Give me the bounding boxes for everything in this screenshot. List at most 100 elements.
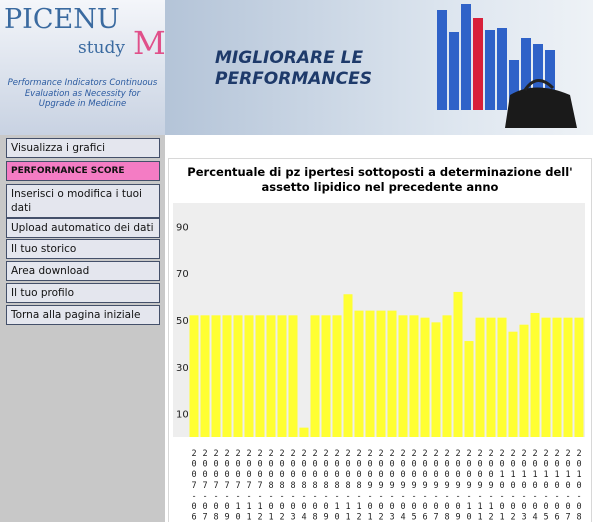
tagline-line: Evaluation as Necessity for: [24, 88, 141, 99]
x-tick-label: 2007-10: [233, 449, 243, 522]
x-tick-label: 2007-12: [255, 449, 265, 522]
bar: [530, 312, 540, 437]
y-tick-label: 90: [176, 222, 189, 233]
x-tick-label: 2009-12: [486, 449, 496, 522]
bar: [211, 315, 221, 437]
menu-item[interactable]: Area download: [6, 261, 160, 281]
bar: [321, 315, 331, 437]
bar: [563, 317, 573, 437]
y-tick-label: 10: [176, 410, 189, 421]
x-tick-label: 2010-01: [497, 449, 507, 522]
logo-study: study: [78, 38, 125, 58]
banner-line: PERFORMANCES: [215, 69, 372, 89]
bar: [310, 315, 320, 437]
bar: [343, 294, 353, 437]
x-tick-label: 2008-01: [266, 449, 276, 522]
x-tick-label: 2008-03: [288, 449, 298, 522]
bar: [574, 317, 584, 437]
bar: [552, 317, 562, 437]
x-tick-label: 2010-02: [508, 449, 518, 522]
menu-item[interactable]: Visualizza i grafici: [6, 138, 160, 158]
x-tick-label: 2010-03: [519, 449, 529, 522]
logo-text: PICENU: [4, 4, 120, 35]
x-tick-label: 2010-06: [552, 449, 562, 522]
tagline: Performance Indicators Continuous Evalua…: [0, 78, 165, 110]
x-tick-label: 2010-05: [541, 449, 551, 522]
bar: [332, 315, 342, 437]
x-tick-label: 2009-10: [464, 449, 474, 522]
x-tick-label: 2009-01: [365, 449, 375, 522]
bar: [442, 315, 452, 437]
x-tick-label: 2010-07: [563, 449, 573, 522]
bar: [387, 310, 397, 437]
bar: [409, 315, 419, 437]
x-tick-label: 2007-06: [189, 449, 199, 522]
x-tick-label: 2009-06: [420, 449, 430, 522]
bar: [519, 324, 529, 437]
banner-line: MIGLIORARE LE: [215, 48, 364, 68]
x-tick-label: 2009-09: [453, 449, 463, 522]
y-tick-label: 50: [176, 316, 189, 327]
x-tick-label: 2007-08: [211, 449, 221, 522]
bar: [464, 341, 474, 437]
x-tick-label: 2008-04: [299, 449, 309, 522]
menu-item[interactable]: Il tuo storico: [6, 239, 160, 259]
tagline-line: Upgrade in Medicine: [38, 99, 127, 109]
bar: [508, 331, 518, 437]
bar: [288, 315, 298, 437]
x-tick-label: 2008-09: [321, 449, 331, 522]
chart-title: Percentuale di pz ipertesi sottoposti a …: [187, 165, 573, 194]
bar: [431, 322, 441, 437]
x-tick-label: 2009-02: [376, 449, 386, 522]
chart-panel: [168, 158, 592, 522]
bar: [486, 317, 496, 437]
y-tick-label: 70: [176, 269, 189, 280]
x-tick-label: 2008-10: [332, 449, 342, 522]
bar: [420, 317, 430, 437]
bar: [475, 317, 485, 437]
menu-item[interactable]: Inserisci o modifica i tuoi dati: [6, 184, 160, 218]
x-tick-label: 2009-03: [387, 449, 397, 522]
bar: [244, 315, 254, 437]
x-tick-label: 2009-07: [431, 449, 441, 522]
x-tick-label: 2007-09: [222, 449, 232, 522]
bar: [398, 315, 408, 437]
x-tick-label: 2008-11: [343, 449, 353, 522]
x-tick-label: 2008-08: [310, 449, 320, 522]
bar: [497, 317, 507, 437]
bar: [453, 291, 463, 437]
banner-graphic: [437, 4, 577, 128]
x-tick-label: 2009-11: [475, 449, 485, 522]
y-tick-label: 30: [176, 363, 189, 374]
bar: [354, 310, 364, 437]
bar: [200, 315, 210, 437]
bar: [266, 315, 276, 437]
tagline-line: Performance Indicators Continuous: [7, 78, 158, 88]
banner-title: MIGLIORARE LE PERFORMANCES: [215, 48, 372, 90]
x-tick-label: 2008-02: [277, 449, 287, 522]
x-tick-label: 2009-05: [409, 449, 419, 522]
bar: [233, 315, 243, 437]
x-tick-label: 2008-12: [354, 449, 364, 522]
bar: [277, 315, 287, 437]
x-tick-label: 2010-08: [574, 449, 584, 522]
logo: PICENU study M Performance Indicators Co…: [0, 0, 166, 135]
menu-item[interactable]: Il tuo profilo: [6, 283, 160, 303]
x-tick-label: 2009-04: [398, 449, 408, 522]
bar: [376, 310, 386, 437]
x-tick-label: 2009-08: [442, 449, 452, 522]
banner: MIGLIORARE LE PERFORMANCES: [165, 0, 593, 135]
menu-item[interactable]: Upload automatico dei dati: [6, 218, 160, 238]
x-tick-label: 2007-11: [244, 449, 254, 522]
bar: [299, 427, 309, 437]
bar: [541, 317, 551, 437]
bar: [222, 315, 232, 437]
menu-item[interactable]: Torna alla pagina iniziale: [6, 305, 160, 325]
bar: [255, 315, 265, 437]
x-tick-label: 2010-04: [530, 449, 540, 522]
menu-item[interactable]: PERFORMANCE SCORE: [6, 161, 160, 181]
logo-m: M: [133, 24, 166, 62]
bar: [189, 315, 199, 437]
